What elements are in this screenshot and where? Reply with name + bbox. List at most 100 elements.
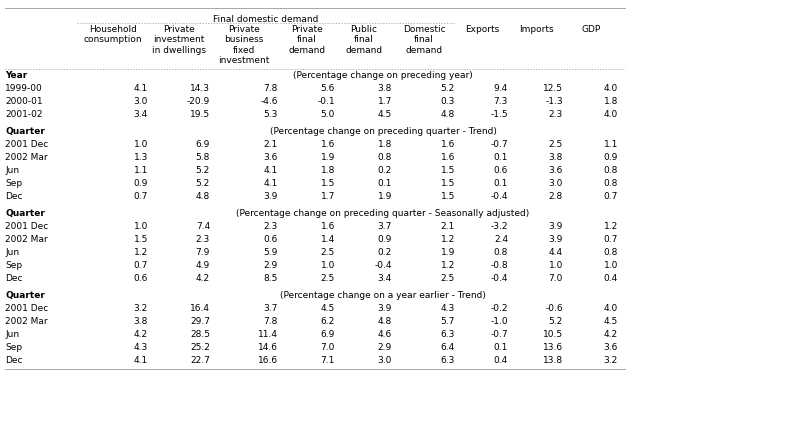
Text: -0.6: -0.6 — [545, 304, 563, 313]
Text: 4.2: 4.2 — [196, 274, 210, 283]
Text: 1.9: 1.9 — [321, 153, 335, 162]
Text: 4.0: 4.0 — [604, 110, 618, 119]
Text: -0.1: -0.1 — [318, 97, 335, 106]
Text: 9.4: 9.4 — [494, 84, 508, 93]
Text: 7.9: 7.9 — [196, 248, 210, 257]
Text: GDP: GDP — [582, 25, 601, 34]
Text: 6.9: 6.9 — [196, 140, 210, 149]
Text: 4.1: 4.1 — [264, 166, 278, 175]
Text: 3.9: 3.9 — [263, 192, 278, 201]
Text: (Percentage change on preceding quarter - Trend): (Percentage change on preceding quarter … — [270, 127, 497, 136]
Text: 1.5: 1.5 — [441, 166, 455, 175]
Text: (Percentage change on preceding quarter - Seasonally adjusted): (Percentage change on preceding quarter … — [237, 209, 530, 218]
Text: Quarter: Quarter — [5, 127, 45, 136]
Text: 4.3: 4.3 — [441, 304, 455, 313]
Text: Private
business
fixed
investment: Private business fixed investment — [219, 25, 270, 65]
Text: 3.6: 3.6 — [604, 343, 618, 352]
Text: 3.0: 3.0 — [134, 97, 148, 106]
Text: 1.8: 1.8 — [321, 166, 335, 175]
Text: 4.8: 4.8 — [378, 317, 392, 326]
Text: 2.1: 2.1 — [441, 222, 455, 231]
Text: Sep: Sep — [5, 261, 22, 270]
Text: 11.4: 11.4 — [258, 330, 278, 339]
Text: 1.0: 1.0 — [604, 261, 618, 270]
Text: 0.4: 0.4 — [494, 356, 508, 365]
Text: 14.3: 14.3 — [190, 84, 210, 93]
Text: 19.5: 19.5 — [190, 110, 210, 119]
Text: 3.2: 3.2 — [604, 356, 618, 365]
Text: Private
investment
in dwellings: Private investment in dwellings — [152, 25, 206, 55]
Text: -0.7: -0.7 — [490, 330, 508, 339]
Text: 1.1: 1.1 — [604, 140, 618, 149]
Text: 2.3: 2.3 — [196, 235, 210, 244]
Text: (Percentage change on preceding year): (Percentage change on preceding year) — [293, 71, 473, 80]
Text: 0.9: 0.9 — [604, 153, 618, 162]
Text: -0.4: -0.4 — [490, 274, 508, 283]
Text: Jun: Jun — [5, 166, 19, 175]
Text: Domestic
final
demand: Domestic final demand — [402, 25, 446, 55]
Text: 2001 Dec: 2001 Dec — [5, 222, 48, 231]
Text: Exports: Exports — [465, 25, 499, 34]
Text: 3.7: 3.7 — [377, 222, 392, 231]
Text: 14.6: 14.6 — [258, 343, 278, 352]
Text: -1.5: -1.5 — [490, 110, 508, 119]
Text: 10.5: 10.5 — [543, 330, 563, 339]
Text: 1.6: 1.6 — [321, 140, 335, 149]
Text: 3.8: 3.8 — [549, 153, 563, 162]
Text: 3.9: 3.9 — [549, 222, 563, 231]
Text: 0.1: 0.1 — [377, 179, 392, 188]
Text: 0.7: 0.7 — [134, 261, 148, 270]
Text: Quarter: Quarter — [5, 209, 45, 218]
Text: 5.7: 5.7 — [441, 317, 455, 326]
Text: 1.1: 1.1 — [134, 166, 148, 175]
Text: -4.6: -4.6 — [260, 97, 278, 106]
Text: 0.1: 0.1 — [494, 179, 508, 188]
Text: 7.4: 7.4 — [196, 222, 210, 231]
Text: (Percentage change on a year earlier - Trend): (Percentage change on a year earlier - T… — [280, 291, 486, 300]
Text: 3.8: 3.8 — [377, 84, 392, 93]
Text: Quarter: Quarter — [5, 291, 45, 300]
Text: Final domestic demand: Final domestic demand — [213, 15, 318, 24]
Text: 0.8: 0.8 — [604, 248, 618, 257]
Text: 6.3: 6.3 — [441, 330, 455, 339]
Text: 1.7: 1.7 — [321, 192, 335, 201]
Text: 0.1: 0.1 — [494, 343, 508, 352]
Text: 4.5: 4.5 — [378, 110, 392, 119]
Text: 0.2: 0.2 — [378, 248, 392, 257]
Text: -1.3: -1.3 — [545, 97, 563, 106]
Text: 5.6: 5.6 — [321, 84, 335, 93]
Text: 1.2: 1.2 — [441, 235, 455, 244]
Text: 13.8: 13.8 — [543, 356, 563, 365]
Text: 0.8: 0.8 — [377, 153, 392, 162]
Text: 2.5: 2.5 — [441, 274, 455, 283]
Text: 12.5: 12.5 — [543, 84, 563, 93]
Text: Public
final
demand: Public final demand — [345, 25, 383, 55]
Text: 3.4: 3.4 — [134, 110, 148, 119]
Text: Dec: Dec — [5, 192, 23, 201]
Text: 6.4: 6.4 — [441, 343, 455, 352]
Text: Household
consumption: Household consumption — [83, 25, 142, 44]
Text: 5.2: 5.2 — [549, 317, 563, 326]
Text: 6.3: 6.3 — [441, 356, 455, 365]
Text: 0.2: 0.2 — [378, 166, 392, 175]
Text: 1.2: 1.2 — [134, 248, 148, 257]
Text: 8.5: 8.5 — [263, 274, 278, 283]
Text: 1.8: 1.8 — [377, 140, 392, 149]
Text: 5.3: 5.3 — [263, 110, 278, 119]
Text: 4.0: 4.0 — [604, 304, 618, 313]
Text: 0.6: 0.6 — [494, 166, 508, 175]
Text: 1.5: 1.5 — [441, 192, 455, 201]
Text: 4.1: 4.1 — [134, 356, 148, 365]
Text: 4.8: 4.8 — [441, 110, 455, 119]
Text: 3.4: 3.4 — [378, 274, 392, 283]
Text: 0.8: 0.8 — [604, 166, 618, 175]
Text: 2001 Dec: 2001 Dec — [5, 304, 48, 313]
Text: 3.8: 3.8 — [134, 317, 148, 326]
Text: 5.2: 5.2 — [441, 84, 455, 93]
Text: 5.9: 5.9 — [263, 248, 278, 257]
Text: 0.8: 0.8 — [604, 179, 618, 188]
Text: Jun: Jun — [5, 330, 19, 339]
Text: 1.0: 1.0 — [134, 222, 148, 231]
Text: 0.7: 0.7 — [604, 235, 618, 244]
Text: 5.2: 5.2 — [196, 179, 210, 188]
